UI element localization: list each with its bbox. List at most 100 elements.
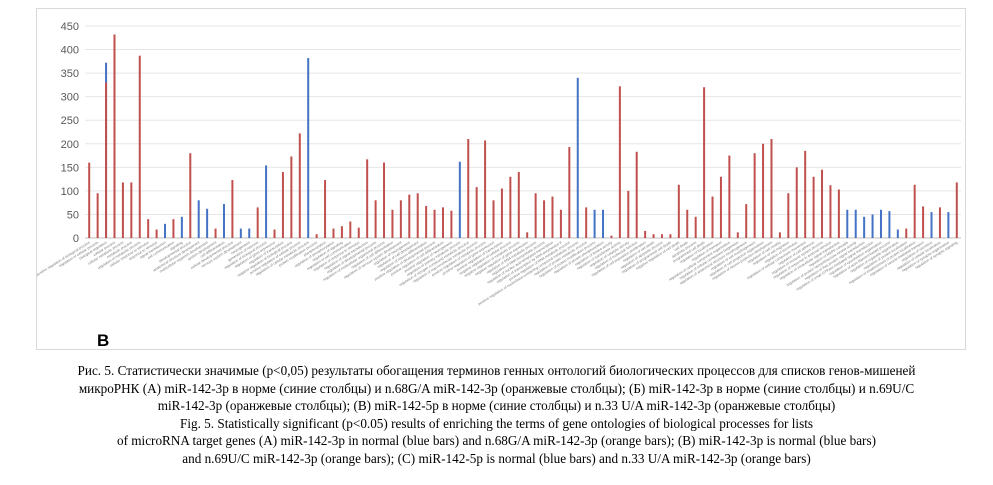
bar-orange: [644, 230, 647, 238]
bar-orange: [441, 207, 444, 238]
caption-line-ru-3: miR-142-3p (оранжевые столбцы); (В) miR-…: [157, 398, 836, 414]
bar-orange: [610, 235, 613, 238]
caption-line-en-3: and n.69U/C miR-142-3p (orange bars); (C…: [182, 450, 811, 466]
bar-blue: [576, 77, 579, 238]
bar-orange: [660, 234, 663, 238]
y-tick-label: 150: [61, 162, 79, 174]
bar-blue: [896, 229, 899, 238]
bar-orange: [425, 205, 428, 238]
bar-orange: [256, 207, 259, 238]
bar-orange: [324, 180, 327, 238]
bar-orange: [88, 162, 91, 238]
y-tick-label: 50: [67, 209, 79, 221]
bar-orange: [189, 153, 192, 238]
bar-orange: [138, 55, 141, 239]
bar-orange: [416, 193, 419, 238]
bar-orange: [214, 228, 217, 238]
caption-line-ru-2: микроРНК (A) miR-142-3p в норме (синие с…: [78, 380, 915, 396]
bar-orange: [298, 133, 301, 238]
bar-orange: [770, 139, 773, 238]
bar-orange: [652, 234, 655, 238]
bar-orange: [913, 184, 916, 238]
bar-orange: [357, 227, 360, 238]
bar-orange: [315, 234, 318, 238]
bar-orange: [804, 150, 807, 238]
bar-orange: [745, 204, 748, 238]
bar-blue: [871, 214, 874, 238]
bar-orange: [391, 209, 394, 238]
bar-orange: [475, 187, 478, 238]
bar-orange: [433, 209, 436, 238]
bar-orange: [669, 234, 672, 238]
bar-orange: [290, 156, 293, 238]
x-tick-label: signaling: [169, 240, 183, 251]
bar-blue: [930, 212, 933, 238]
bar-blue: [248, 228, 251, 238]
bar-orange: [568, 147, 571, 238]
bar-orange: [383, 162, 386, 238]
bar-orange: [543, 200, 546, 238]
bar-orange: [408, 194, 411, 238]
bar-orange: [231, 180, 234, 238]
bar-blue: [222, 204, 225, 238]
bar-orange: [113, 34, 116, 239]
y-tick-label: 450: [61, 21, 79, 33]
bar-orange: [105, 82, 108, 239]
bar-orange: [719, 176, 722, 238]
bar-orange: [281, 172, 284, 238]
bar-orange: [130, 182, 133, 238]
bar-orange: [694, 216, 697, 238]
bar-orange: [795, 167, 798, 238]
bar-blue: [854, 209, 857, 238]
bar-orange: [703, 87, 706, 238]
bar-orange: [711, 196, 714, 238]
y-tick-label: 250: [61, 115, 79, 127]
bar-blue: [593, 209, 596, 238]
bar-orange: [585, 207, 588, 238]
bar-orange: [938, 207, 941, 238]
bar-orange: [955, 182, 958, 238]
bar-blue: [458, 161, 461, 238]
bar-blue: [197, 200, 200, 238]
bar-orange: [96, 193, 99, 238]
bar-blue: [206, 208, 209, 238]
bar-orange: [273, 229, 276, 238]
bar-blue: [265, 165, 268, 238]
bar-orange: [922, 206, 925, 238]
y-tick-label: 0: [73, 233, 79, 245]
bar-orange: [686, 209, 689, 238]
bar-orange: [155, 229, 158, 238]
bar-blue: [164, 223, 167, 238]
bar-orange: [534, 193, 537, 238]
bar-orange: [778, 232, 781, 238]
bar-orange: [399, 200, 402, 238]
bar-orange: [349, 221, 352, 238]
y-tick-label: 400: [61, 45, 79, 57]
bar-orange: [635, 151, 638, 238]
bar-orange: [526, 232, 529, 238]
bar-orange: [509, 176, 512, 238]
caption-line-en-2: of microRNA target genes (A) miR-142-3p …: [117, 433, 876, 449]
bar-orange: [762, 143, 765, 238]
bar-blue: [239, 228, 242, 238]
bar-blue: [888, 211, 891, 238]
bar-orange: [484, 140, 487, 238]
bar-orange: [147, 219, 150, 238]
bar-orange: [736, 232, 739, 238]
bar-orange: [677, 184, 680, 238]
bar-blue: [180, 216, 183, 238]
bar-orange: [618, 86, 621, 239]
bar-orange: [450, 210, 453, 238]
bar-orange: [366, 159, 369, 238]
bar-orange: [551, 196, 554, 238]
bar-orange: [905, 228, 908, 238]
bar-orange: [559, 209, 562, 238]
bar-blue: [879, 209, 882, 238]
caption-line-en-1: Fig. 5. Statistically significant (p<0.0…: [180, 415, 813, 431]
bar-blue: [602, 209, 605, 238]
bar-orange: [492, 200, 495, 238]
bar-orange: [500, 188, 503, 238]
y-tick-label: 300: [61, 92, 79, 104]
y-tick-label: 350: [61, 68, 79, 80]
